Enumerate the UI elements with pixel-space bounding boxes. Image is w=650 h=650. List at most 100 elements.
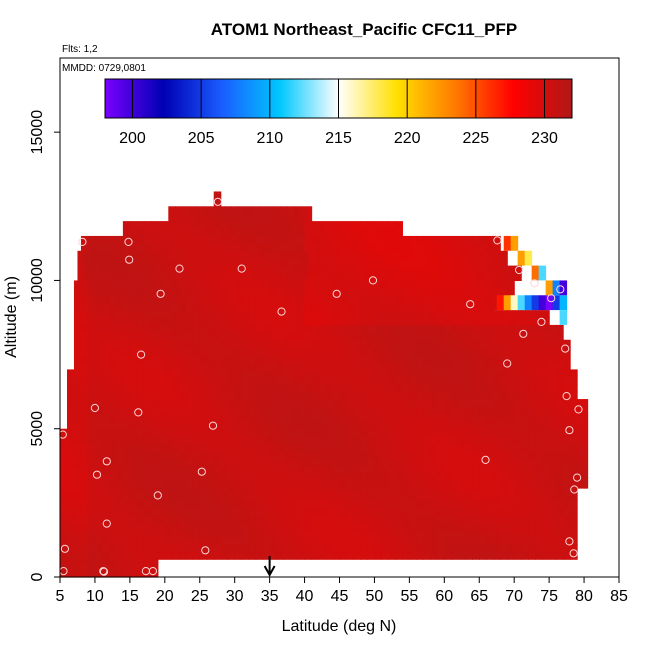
field-cell: [360, 507, 369, 516]
field-cell: [322, 258, 330, 267]
field-cell: [192, 428, 201, 437]
field-cell: [164, 391, 173, 400]
field-cell: [283, 421, 292, 430]
field-cell: [500, 522, 508, 531]
field-cell: [318, 458, 327, 467]
field-cell: [367, 399, 376, 408]
field-cell: [381, 376, 390, 385]
field-cell: [447, 258, 456, 267]
field-cell: [374, 450, 383, 459]
field-cell: [556, 492, 564, 501]
field-cell: [556, 536, 564, 545]
field-cell: [262, 450, 271, 459]
field-cell: [101, 317, 110, 326]
field-cell: [507, 399, 515, 408]
field-cell: [409, 280, 417, 289]
field-cell: [122, 391, 131, 400]
field-cell: [556, 421, 564, 430]
field-cell: [500, 492, 508, 501]
field-cell: [563, 339, 571, 348]
field-cell: [280, 206, 288, 215]
field-cell: [297, 529, 306, 538]
field-cell: [398, 273, 407, 282]
field-cell: [514, 465, 522, 474]
field-cell: [430, 369, 438, 378]
field-cell: [360, 295, 369, 304]
field-cell: [255, 492, 264, 501]
field-cell: [290, 354, 299, 363]
field-cell: [269, 413, 278, 422]
field-cell: [444, 458, 452, 467]
field-cell: [234, 339, 243, 348]
field-cell: [374, 421, 383, 430]
field-cell: [500, 551, 508, 560]
field-cell: [269, 465, 278, 474]
field-cell: [297, 243, 306, 252]
field-cell: [458, 354, 466, 363]
field-cell: [336, 258, 344, 267]
field-cell: [458, 514, 466, 523]
field-cell: [500, 436, 508, 445]
field-cell: [472, 235, 480, 244]
field-cell: [472, 499, 480, 508]
field-cell: [94, 569, 103, 578]
field-cell: [87, 428, 96, 437]
field-cell: [94, 499, 103, 508]
field-cell: [493, 428, 501, 437]
x-tick-label: 40: [296, 588, 314, 605]
field-cell: [535, 458, 543, 467]
field-cell: [325, 384, 334, 393]
field-cell: [94, 361, 103, 370]
field-cell: [252, 213, 260, 222]
field-cell: [318, 529, 327, 538]
field-cell: [294, 265, 302, 274]
field-cell: [339, 310, 348, 319]
field-cell: [388, 428, 396, 437]
field-cell: [269, 488, 278, 494]
x-tick-label: 80: [575, 588, 593, 605]
field-cell: [570, 529, 578, 538]
field-cell: [101, 235, 110, 244]
field-cell: [108, 324, 117, 333]
field-cell: [136, 450, 145, 459]
field-cell: [108, 280, 117, 289]
field-cell: [133, 250, 141, 259]
field-cell: [185, 332, 194, 341]
field-cell: [276, 361, 285, 370]
field-cell: [122, 536, 131, 545]
field-cell: [217, 265, 225, 274]
field-cell: [493, 235, 501, 244]
field-cell: [325, 551, 334, 560]
field-cell: [493, 522, 501, 531]
field-cell: [311, 376, 320, 385]
field-cell: [479, 295, 487, 304]
field-cell: [430, 347, 438, 356]
field-cell: [563, 399, 571, 408]
field-cell: [563, 450, 571, 459]
field-cell: [339, 221, 348, 230]
field-cell: [290, 310, 299, 319]
field-cell: [87, 310, 96, 319]
field-cell: [325, 310, 334, 319]
field-cell: [66, 492, 75, 501]
field-cell: [164, 324, 173, 333]
field-cell: [80, 458, 89, 467]
field-cell: [479, 347, 487, 356]
field-cell: [108, 295, 117, 304]
field-cell: [318, 421, 327, 430]
field-cell: [458, 436, 466, 445]
field-cell: [465, 354, 473, 363]
field-cell: [290, 243, 299, 252]
field-cell: [479, 317, 487, 326]
field-cell: [136, 458, 145, 467]
field-cell: [150, 406, 159, 415]
field-cell: [199, 436, 208, 445]
field-cell: [353, 488, 362, 494]
field-cell: [171, 458, 180, 467]
field-cell: [353, 391, 362, 400]
field-cell: [325, 324, 334, 333]
field-cell: [178, 544, 187, 553]
field-cell: [290, 458, 299, 467]
field-cell: [108, 562, 117, 571]
field-cell: [276, 287, 285, 296]
